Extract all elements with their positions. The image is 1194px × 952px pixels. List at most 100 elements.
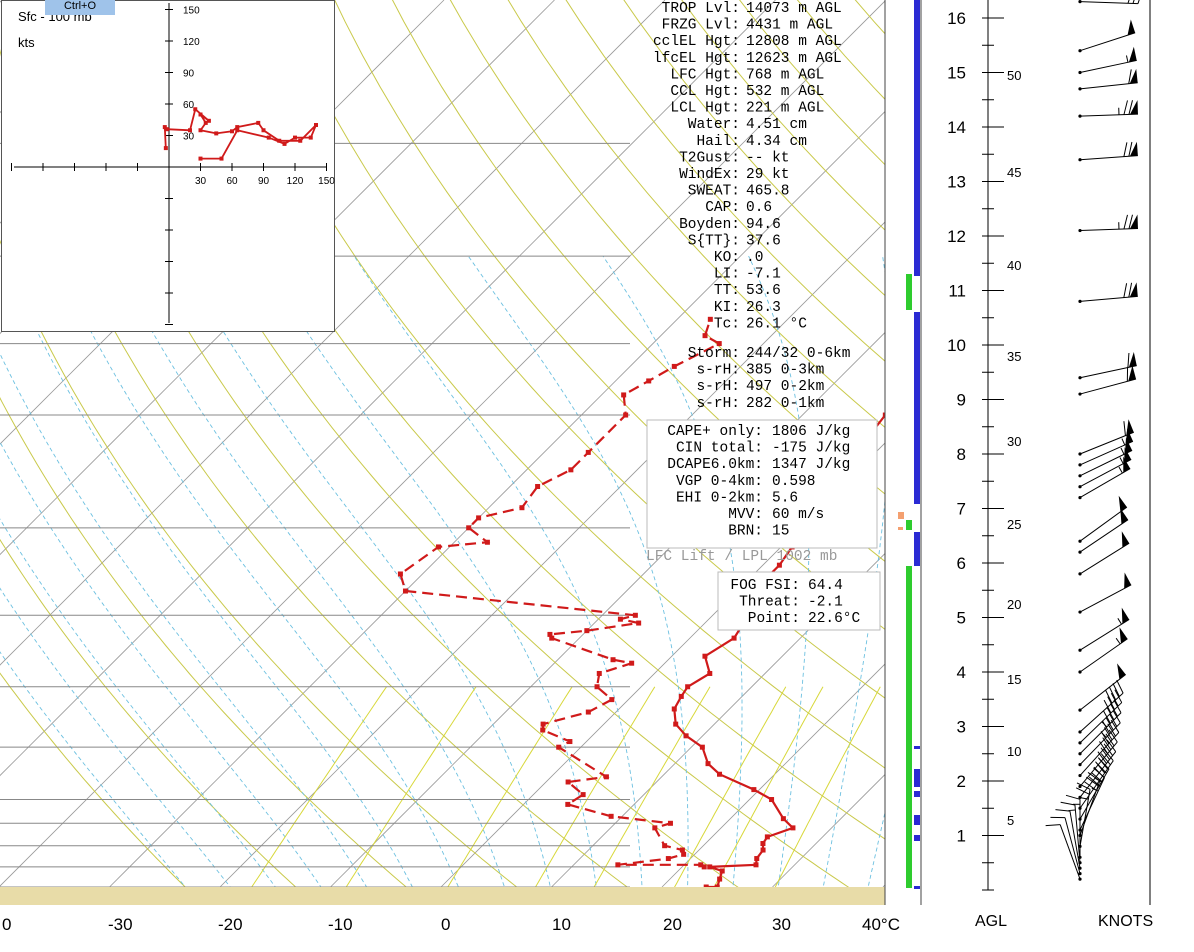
moist-adiabat [0,441,322,887]
cloud-bar [914,746,920,749]
parcel-box [646,419,878,549]
mixing-ratio-line [534,686,656,887]
index-label: KO: [714,250,740,266]
profile-point [547,631,553,637]
profile-point [594,684,600,690]
fog-panel: FOG FSI: 64.4 Threat: -2.1 Point: 22.6°C [730,578,860,627]
hodo-y-label: 150 [183,6,200,17]
index-value: 0.598 [772,474,816,490]
wind-barb-line [1100,753,1111,766]
wind-barb-line [1128,69,1132,84]
height-label: 10 [947,336,966,355]
wind-barb-point [1078,752,1082,756]
wind-barb-line [1108,686,1117,701]
storm-panel: Storm: 244/32 0-6km s-rH: 385 0-3km s-rH: 4… [688,346,851,412]
wind-speed-label: 20 [1007,597,1021,612]
moist-adiabat [111,255,505,887]
hodograph-units: kts [18,35,35,50]
index-label: CCL Hgt: [670,84,740,100]
wind-barb-line [1112,683,1120,697]
hodo-y-label: 120 [183,37,200,48]
profile-point [965,154,970,159]
moist-adiabat [0,352,368,887]
wind-barb-half [1121,438,1126,446]
index-value: -7.1 [746,267,781,283]
height-label: 14 [947,118,966,137]
index-label: lfcEL Hgt: [653,51,740,67]
wind-barb-point [1078,872,1082,876]
index-label: SWEAT: [688,184,740,200]
profile-point [540,727,546,733]
wind-barb-line [1100,747,1110,760]
wind-barb-flag [1128,351,1137,368]
wind-barb-staff [1079,542,1130,575]
wind-barb-staff [1079,365,1137,379]
wind-barb-line [1103,743,1114,756]
wind-barb-flag [1129,282,1138,298]
hodograph-panel[interactable]: Sfc - 100 mb kts 150 120 90 60 30 30 60 90 120 15… [1,0,335,332]
wind-barb-half [1119,457,1124,464]
index-label: EHI 0-2km: [676,490,763,506]
cloud-bar [914,835,920,841]
wind-barb-line [1088,776,1101,787]
dry-adiabat [102,0,850,887]
temperature-line [673,413,885,887]
dry-adiabat [565,0,885,362]
index-value: .0 [746,250,763,266]
cloud-bar [914,886,920,889]
hodo-x-label: 120 [287,176,304,187]
wind-barb-point [1078,550,1082,554]
humid-bar [906,520,912,530]
isotherm [661,663,885,887]
wind-barb-staff [1079,1,1138,5]
dry-adiabat-lines [0,0,1194,906]
height-label: AGL [975,913,1007,930]
dry-adiabat [507,0,885,429]
hodograph-axes: 150 120 90 60 30 30 60 90 120 150 [11,3,335,325]
index-value: 532 m AGL [746,84,824,100]
wind-barb-staff [1079,506,1128,542]
height-label: 2 [957,772,966,791]
index-label: s-rH: [696,396,740,412]
index-value: 94.6 [746,217,781,233]
wind-barb-point [1078,474,1082,478]
wind-barb-half [1081,797,1089,800]
wind-barb-flag [1129,68,1138,84]
indices-panel: TROP Lvl: 14073 m AGL FRZG Lvl: 4431 m AGL… [653,1,842,332]
profile-point [899,385,904,390]
hodo-line [163,107,317,160]
dry-adiabat [44,0,739,887]
wind-barb-staff [1064,817,1081,874]
wind-barb-staff [1069,810,1081,869]
wind-barb-line [1123,421,1126,436]
wind-barb-point [1078,773,1082,778]
index-value: 14073 m AGL [746,1,842,17]
wind-barb-point [1078,795,1082,799]
wind-barb-point [1078,861,1082,865]
wind-barb-half [1095,777,1102,783]
cloud-bar [914,312,920,504]
index-value: 22.6°C [808,611,861,627]
index-label: T2Gust: [679,150,740,166]
wind-barb-line [1055,809,1070,812]
profile-point [565,779,571,785]
index-value: 4431 m AGL [746,18,833,34]
wind-barb-line [1091,772,1103,783]
wind-barb-line [1128,141,1133,157]
x-tick-label: 0 [441,915,450,934]
wind-barb-line [1106,739,1117,752]
wind-barb-point [1078,763,1082,767]
wind-barb-point [1078,299,1082,303]
index-value: 12623 m AGL [746,51,842,67]
index-label: Boyden: [679,217,740,233]
hodograph-trace [162,107,318,161]
height-label: 12 [947,227,966,246]
cloud-bar [914,532,920,566]
wind-barb-half [1091,787,1099,792]
fog-box [717,571,881,631]
index-label: CAPE+ only: [667,424,763,440]
dry-adiabat [1071,0,1194,906]
index-value: 64.4 [808,578,843,594]
